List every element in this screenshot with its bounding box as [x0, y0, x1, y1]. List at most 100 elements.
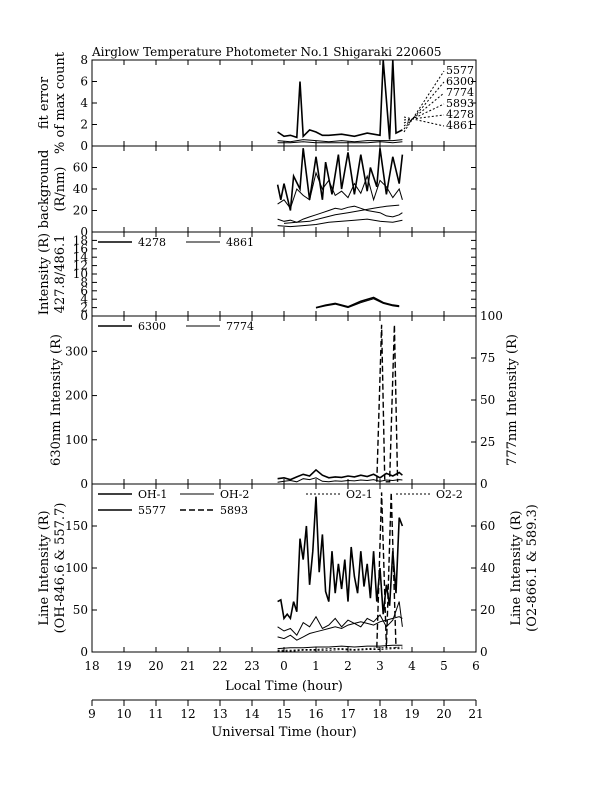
y-tick-label: 200: [65, 389, 88, 403]
series-line-background-2: [277, 205, 403, 223]
y-tick-label: 40: [73, 182, 88, 196]
panel-frame: [91, 59, 477, 147]
local-time-tick-label: 18: [84, 659, 99, 673]
y-tick-label: 2: [80, 118, 88, 132]
legend-label: O2-2: [436, 488, 463, 501]
legend-label: 5893: [446, 97, 474, 110]
universal-time-tick-label: 15: [276, 707, 291, 721]
universal-time-tick-label: 18: [372, 707, 387, 721]
series-line-O2-2: [277, 648, 403, 652]
y-tick-label: 4: [80, 292, 88, 306]
universal-time-tick-label: 21: [468, 707, 483, 721]
series-line-4278: [315, 296, 400, 309]
y-tick-label: 18: [73, 233, 88, 247]
panel-background: 0 20 40 60 background (R/nm): [37, 145, 477, 239]
y-tick-label: 4: [80, 96, 88, 110]
series-line-line_intensity-6: [376, 492, 397, 648]
universal-time-tick-label: 14: [244, 707, 260, 721]
series-line-background-1: [277, 171, 403, 210]
y-axis-label: fit error: [37, 76, 52, 129]
legend-leader: [403, 116, 445, 127]
universal-time-tick-label: 20: [436, 707, 451, 721]
local-time-tick-label: 23: [244, 659, 259, 673]
y-tick-label: 300: [65, 344, 88, 358]
legend-label: 4278: [446, 108, 474, 121]
y-axis-label: background: [37, 150, 52, 229]
series-line-5577: [277, 496, 404, 621]
series-line-OH-2: [277, 616, 403, 641]
universal-time-tick-label: 13: [212, 707, 227, 721]
universal-time-tick-label: 16: [308, 707, 323, 721]
series-line-5893: [277, 644, 403, 650]
universal-time-tick-label: 12: [180, 707, 195, 721]
y-tick-label: 50: [73, 603, 88, 617]
series-line-4861: [315, 298, 400, 309]
y-tick-right-label: 60: [480, 519, 495, 533]
series-line-background-3: [283, 204, 400, 224]
universal-time-tick-label: 11: [148, 707, 163, 721]
local-time-tick-label: 20: [148, 659, 163, 673]
local-time-tick-label: 6: [472, 659, 480, 673]
y-tick-right-label: 75: [480, 351, 495, 365]
y-tick-label: 6: [80, 284, 88, 298]
local-time-tick-label: 22: [212, 659, 227, 673]
legend-label: O2-1: [346, 488, 373, 501]
legend-label: 4278: [138, 236, 166, 249]
y-tick-label: 6: [80, 75, 88, 89]
series-line-intensity_630_777-2: [376, 324, 399, 483]
legend-label: 7774: [226, 320, 254, 333]
y-tick-label: 10: [73, 267, 88, 281]
legend-label: 5577: [446, 64, 474, 77]
y-axis-label: % of max count: [53, 51, 68, 154]
local-time-tick-label: 19: [116, 659, 131, 673]
y-tick-label: 0: [80, 225, 88, 239]
local-time-tick-label: 3: [376, 659, 384, 673]
universal-time-axis-label: Universal Time (hour): [211, 725, 356, 740]
legend-label: 4861: [446, 119, 474, 132]
y-tick-label: 0: [80, 645, 88, 659]
universal-time-tick-label: 17: [340, 707, 355, 721]
y-tick-label: 8: [80, 275, 88, 289]
legend-label: 4861: [226, 236, 254, 249]
y-tick-right-label: 50: [480, 393, 495, 407]
chart-title: Airglow Temperature Photometer No.1 Shig…: [91, 45, 442, 59]
y-tick-label: 14: [73, 250, 89, 264]
y-axis-label: 630nm Intensity (R): [49, 334, 64, 466]
series-line-6300: [277, 468, 403, 481]
panel-frame: [91, 315, 477, 485]
local-time-axis-label: Local Time (hour): [225, 679, 343, 694]
y-tick-label: 16: [73, 242, 88, 256]
panel-fit_error: 0 2 4 6 8 fit error% of max count 557763007774…: [37, 51, 477, 154]
y-tick-label: 0: [80, 477, 88, 491]
series-line-O2-1: [277, 646, 403, 651]
y-tick-label: 20: [73, 204, 88, 218]
y-tick-right-label: 40: [480, 561, 495, 575]
local-time-tick-label: 4: [408, 659, 416, 673]
legend-label: 7774: [446, 86, 474, 99]
y-tick-right-label: 0: [480, 477, 488, 491]
y-tick-label: 0: [80, 139, 88, 153]
series-line-background-4: [277, 218, 403, 228]
series-line-background-0: [276, 148, 404, 211]
y-axis-right-label: 777nm Intensity (R): [505, 334, 520, 466]
y-axis-label: (OH-846.6 & 557.7): [53, 503, 68, 634]
y-tick-label: 100: [65, 433, 88, 447]
y-tick-right-label: 0: [480, 645, 488, 659]
local-time-tick-label: 1: [312, 659, 320, 673]
legend-leader: [403, 70, 445, 133]
y-tick-label: 2: [80, 301, 88, 315]
y-tick-label: 12: [73, 259, 88, 273]
series-line-OH-1: [277, 601, 403, 637]
y-tick-label: 8: [80, 53, 88, 67]
y-tick-right-label: 20: [480, 603, 495, 617]
universal-time-tick-label: 9: [88, 707, 96, 721]
series-line-fit_error-0: [277, 59, 403, 140]
series-line-fit_error-1: [277, 139, 403, 143]
local-time-tick-label: 2: [344, 659, 352, 673]
universal-time-tick-label: 19: [404, 707, 419, 721]
legend-label: 5893: [220, 504, 248, 517]
y-axis-right-label: Line Intensity (R): [509, 510, 524, 625]
